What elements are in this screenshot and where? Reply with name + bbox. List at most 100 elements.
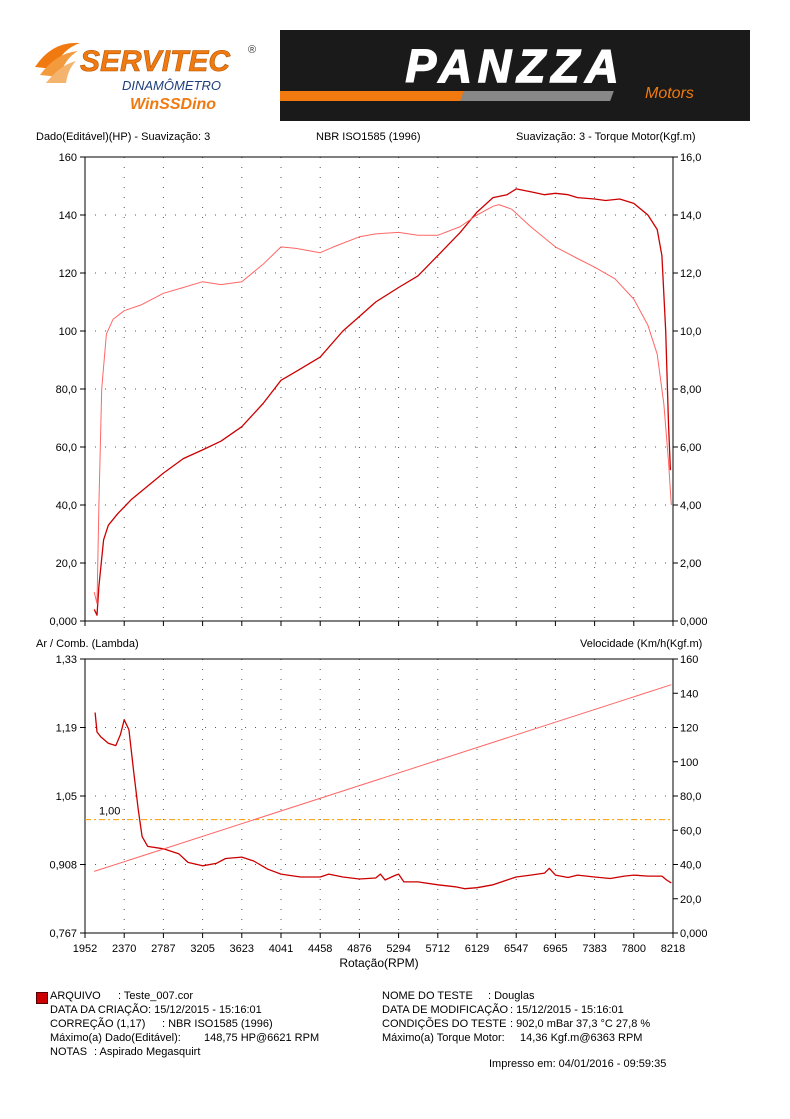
top-series-line-1 [93,188,672,616]
bottom-xtick-label: 1952 [73,943,97,955]
info-criacao: DATA DA CRIAÇÃO: 15/12/2015 - 15:16:01 [50,1003,262,1017]
bottom-ytick-left-label: 1,33 [56,654,77,666]
bottom-xtick-label: 4876 [347,943,371,955]
notas-label: NOTAS [50,1046,88,1058]
criacao-label: DATA DA CRIAÇÃO [50,1004,149,1016]
top-ytick-left-label: 0,000 [49,616,77,628]
top-ytick-left-label: 20,0 [56,558,77,570]
bottom-ytick-right-label: 20,0 [680,894,701,906]
bottom-xtick-label: 5294 [386,943,410,955]
bottom-series-line-1 [94,712,672,890]
bottom-series-line-2 [94,684,672,872]
info-correcao: CORREÇÃO (1,17) : NBR ISO1585 (1996) [50,1017,273,1031]
panzza-logo: PANZZA Motors [272,30,750,121]
legend-swatch [36,992,48,1004]
bottom-xtick-label: 3623 [230,943,254,955]
top-ytick-right-label: 4,00 [680,500,701,512]
bottom-left-axis-title: Ar / Comb. (Lambda) [36,638,139,650]
power-torque-chart: 0,000 20,0 40,0 60,0 80,0 100 120 140 160 0,000 2,… [49,152,708,628]
bottom-xtick-label: 4458 [308,943,332,955]
info-condicoes: CONDIÇÕES DO TESTE: 902,0 mBar 37,3 °C 2… [382,1017,650,1031]
info-arquivo: ARQUIVO : Teste_007.cor [50,989,193,1003]
bottom-xtick-label: 6965 [543,943,567,955]
bottom-xtick-label: 6129 [465,943,489,955]
servitec-brand: SERVITEC [80,45,231,78]
registered-mark: ® [248,44,256,56]
bottom-ytick-left-label: 1,05 [56,791,77,803]
nome-value: : Douglas [488,990,535,1002]
bottom-xlabel: Rotação(RPM) [339,956,418,970]
top-center-title: NBR ISO1585 (1996) [316,131,421,143]
top-ytick-left-label: 40,0 [56,500,77,512]
top-ytick-right-label: 16,0 [680,152,701,164]
bottom-xtick-label: 2370 [112,943,136,955]
torque-label: Máximo(a) Torque Motor: [382,1032,505,1044]
maximo-value: 148,75 HP@6621 RPM [204,1032,320,1044]
dinamometro-text: DINAMÔMETRO [122,78,221,93]
top-right-axis-title: Suavização: 3 - Torque Motor(Kgf.m) [516,131,696,143]
top-ytick-right-label: 12,0 [680,268,701,280]
bottom-reference-label: 1,00 [99,806,120,818]
condicoes-value: : 902,0 mBar 37,3 °C 27,8 % [510,1018,651,1030]
top-ytick-left-label: 120 [59,268,77,280]
bottom-ytick-right-label: 120 [680,723,698,735]
bottom-ytick-right-label: 40,0 [680,860,701,872]
top-ytick-right-label: 10,0 [680,326,701,338]
criacao-value: : 15/12/2015 - 15:16:01 [148,1004,262,1016]
winssdino-text: WinSSDino [130,96,216,113]
bottom-xtick-label: 2787 [151,943,175,955]
info-maximo-dado: Máximo(a) Dado(Editável): 148,75 HP@6621 … [50,1031,319,1045]
top-ytick-right-label: 8,00 [680,384,701,396]
correcao-label: CORREÇÃO (1,17) [50,1018,146,1030]
top-ytick-left-label: 140 [59,210,77,222]
top-ytick-left-label: 100 [59,326,77,338]
bottom-ytick-left-label: 0,767 [49,928,77,940]
servitec-swoosh-icon: SERVITEC ® DINAMÔMETRO WinSSDino [35,42,256,113]
panzza-graphic-icon: PANZZA Motors [272,39,694,102]
top-ytick-right-label: 2,00 [680,558,701,570]
top-plot-frame [84,156,674,622]
bottom-ytick-right-label: 140 [680,688,698,700]
bottom-plot-frame [84,658,674,934]
lambda-speed-chart: 1952 2370 2787 3205 3623 4041 4458 4876 5294 5712… [49,654,708,970]
top-ytick-left-label: 80,0 [56,384,77,396]
top-left-axis-title: Dado(Editável)(HP) - Suavização: 3 [36,131,211,143]
bottom-ytick-right-label: 80,0 [680,791,701,803]
torque-value: 14,36 Kgf.m@6363 RPM [520,1032,643,1044]
info-nome: NOME DO TESTE : Douglas [382,989,534,1003]
motors-text: Motors [645,85,694,102]
maximo-label: Máximo(a) Dado(Editável): [50,1032,181,1044]
bottom-ytick-right-label: 160 [680,654,698,666]
top-ytick-left-label: 160 [59,152,77,164]
modificacao-value: : 15/12/2015 - 15:16:01 [510,1004,624,1016]
bottom-xtick-label: 4041 [269,943,293,955]
nome-label: NOME DO TESTE [382,990,473,1002]
bottom-ytick-right-label: 100 [680,757,698,769]
bottom-ytick-left-label: 1,19 [56,723,77,735]
bottom-xtick-label: 7800 [622,943,646,955]
top-ytick-right-label: 0,000 [680,616,708,628]
condicoes-label: CONDIÇÕES DO TESTE [382,1018,507,1030]
info-modificacao: DATA DE MODIFICAÇÃO: 15/12/2015 - 15:16:… [382,1003,624,1017]
bottom-right-axis-title: Velocidade (Km/h(Kgf.m) [580,638,703,650]
arquivo-value: : Teste_007.cor [118,990,194,1002]
bottom-xtick-label: 8218 [661,943,685,955]
impresso-text: Impresso em: 04/01/2016 - 09:59:35 [489,1058,667,1070]
top-ytick-right-label: 6,00 [680,442,701,454]
bottom-xtick-label: 5712 [426,943,450,955]
top-series-line-2 [93,204,672,605]
top-ytick-right-label: 14,0 [680,210,701,222]
correcao-value: : NBR ISO1585 (1996) [162,1018,273,1030]
bottom-xtick-label: 6547 [504,943,528,955]
servitec-logo: SERVITEC ® DINAMÔMETRO WinSSDino [30,35,270,115]
info-torque: Máximo(a) Torque Motor: 14,36 Kgf.m@6363 … [382,1031,642,1045]
bottom-ytick-right-label: 60,0 [680,825,701,837]
bottom-xtick-label: 7383 [582,943,606,955]
bottom-ytick-left-label: 0,908 [49,860,77,872]
info-notas: NOTAS : Aspirado Megasquirt [50,1045,200,1059]
arquivo-label: ARQUIVO [50,990,101,1002]
bottom-ytick-right-label: 0,000 [680,928,708,940]
bottom-xtick-label: 3205 [190,943,214,955]
notas-value: : Aspirado Megasquirt [94,1046,201,1058]
panzza-brand: PANZZA [405,40,624,92]
